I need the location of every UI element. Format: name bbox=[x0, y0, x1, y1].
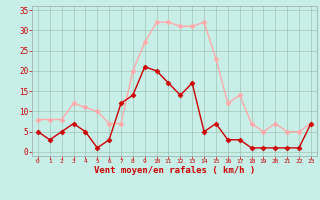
X-axis label: Vent moyen/en rafales ( km/h ): Vent moyen/en rafales ( km/h ) bbox=[94, 166, 255, 175]
